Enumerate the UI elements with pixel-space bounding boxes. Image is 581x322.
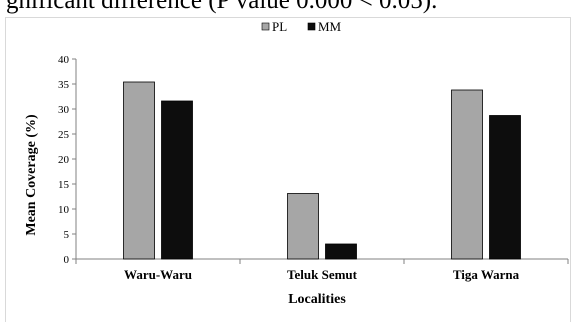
- legend-swatch-pl: [261, 22, 270, 31]
- y-tick-label: 10: [58, 204, 70, 216]
- y-tick-label: 35: [58, 79, 70, 91]
- legend-swatch-mm: [307, 22, 316, 31]
- page-text: gnificant difference (P value 0.000 < 0.…: [6, 0, 438, 14]
- bars: [123, 81, 521, 260]
- x-axis-title: Localities: [288, 292, 346, 307]
- y-tick-label: 15: [58, 179, 70, 191]
- bar-mm: [325, 243, 357, 260]
- x-tick-label: Waru-Waru: [124, 267, 192, 282]
- legend-label-mm: MM: [318, 19, 342, 34]
- y-axis: 0 5 10 15 20 25 30 35 40: [58, 54, 77, 266]
- legend-label-pl: PL: [272, 19, 287, 34]
- legend: PL MM: [261, 19, 342, 34]
- bar-pl: [287, 193, 319, 260]
- x-tick-label: Teluk Semut: [287, 267, 358, 282]
- y-tick-label: 25: [58, 129, 70, 141]
- y-tick-label: 40: [58, 54, 70, 66]
- y-tick-label: 30: [58, 104, 70, 116]
- bar-pl: [123, 81, 155, 260]
- y-tick-label: 20: [58, 154, 70, 166]
- chart-frame: [5, 17, 571, 322]
- y-tick-label: 0: [64, 254, 70, 266]
- y-tick-label: 5: [64, 229, 70, 241]
- bar-mm: [161, 100, 193, 260]
- y-axis-title: Mean Coverage (%): [24, 114, 39, 236]
- bar-pl: [451, 89, 483, 260]
- x-axis: Waru-Waru Teluk Semut Tiga Warna: [75, 258, 569, 282]
- bar-mm: [489, 115, 521, 260]
- x-tick-label: Tiga Warna: [453, 267, 520, 282]
